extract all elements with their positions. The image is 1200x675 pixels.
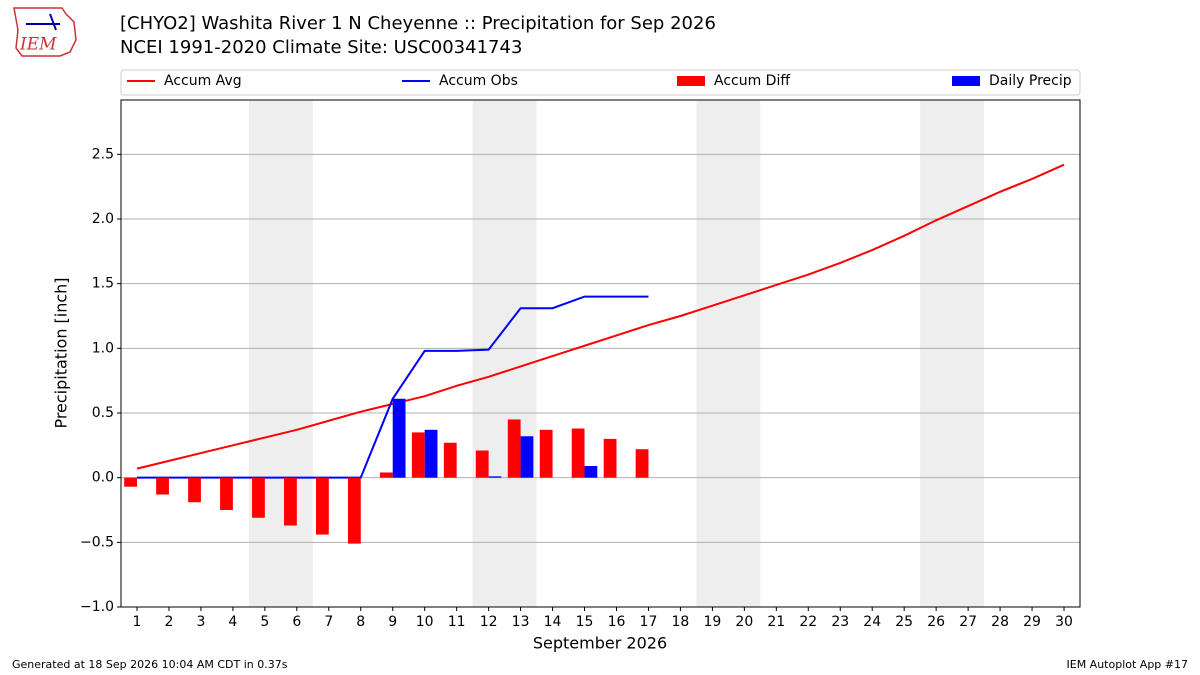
x-tick-label: 17	[640, 614, 658, 630]
x-tick-label: 7	[324, 614, 333, 630]
bar	[488, 476, 502, 478]
legend-label: Accum Avg	[164, 73, 242, 89]
legend-box	[120, 69, 1081, 96]
x-tick-label: 18	[672, 614, 690, 630]
plot-frame	[120, 99, 1081, 608]
weekend-shade	[248, 100, 313, 607]
footer-left: Generated at 18 Sep 2026 10:04 AM CDT in…	[12, 658, 288, 671]
x-tick-label: 28	[991, 614, 1009, 630]
x-tick-label: 19	[703, 614, 721, 630]
x-tick-label: 25	[895, 614, 913, 630]
y-tick-label: 2.0	[92, 211, 114, 227]
y-tick-label: −1.0	[80, 599, 114, 615]
x-tick-label: 15	[576, 614, 594, 630]
bar	[507, 419, 521, 478]
x-tick-label: 8	[356, 614, 365, 630]
bar	[584, 466, 598, 478]
bar	[635, 449, 649, 478]
x-tick-label: 13	[512, 614, 530, 630]
bar	[379, 472, 393, 478]
weekend-shade	[696, 100, 761, 607]
logo-text: IEM	[19, 35, 57, 55]
x-tick-label: 16	[608, 614, 626, 630]
bar	[252, 477, 265, 518]
footer-right: IEM Autoplot App #17	[1067, 658, 1189, 671]
y-axis-label: Precipitation [inch]	[52, 277, 71, 428]
logo-outline	[13, 7, 77, 57]
bar	[520, 436, 534, 478]
bar	[315, 477, 329, 535]
y-tick-label: −0.5	[80, 534, 114, 550]
x-tick-label: 10	[416, 614, 434, 630]
x-tick-label: 4	[228, 614, 237, 630]
legend-label: Daily Precip	[989, 73, 1072, 89]
bar	[392, 398, 406, 478]
bar	[347, 477, 361, 544]
x-tick-label: 21	[767, 614, 785, 630]
logo: IEM	[13, 7, 77, 57]
x-tick-label: 24	[863, 614, 881, 630]
y-tick-label: 2.5	[92, 146, 114, 162]
weekend-shade	[472, 100, 537, 607]
legend-label: Accum Diff	[714, 73, 790, 89]
x-tick-label: 23	[831, 614, 849, 630]
legend-patch	[952, 76, 980, 86]
chart-title: [CHYO2] Washita River 1 N Cheyenne :: Pr…	[120, 13, 716, 34]
x-tick-label: 30	[1055, 614, 1073, 630]
x-tick-label: 5	[260, 614, 269, 630]
x-tick-label: 14	[544, 614, 562, 630]
bar	[284, 477, 297, 526]
y-tick-label: 1.5	[92, 276, 114, 292]
x-tick-label: 3	[196, 614, 205, 630]
x-tick-label: 6	[292, 614, 301, 630]
bar	[475, 450, 489, 478]
bar	[571, 428, 585, 478]
bar	[603, 438, 617, 478]
x-tick-label: 9	[388, 614, 397, 630]
x-tick-label: 26	[927, 614, 945, 630]
x-tick-label: 22	[799, 614, 817, 630]
legend-patch	[677, 76, 705, 86]
y-tick-label: 0.0	[92, 470, 114, 486]
weekend-shade	[920, 100, 985, 607]
chart-subtitle: NCEI 1991-2020 Climate Site: USC00341743	[120, 37, 522, 58]
x-tick-label: 20	[735, 614, 753, 630]
bar	[156, 477, 169, 495]
x-tick-label: 27	[959, 614, 977, 630]
x-tick-label: 12	[480, 614, 498, 630]
bar	[424, 429, 438, 478]
logo-line	[49, 13, 57, 31]
x-tick-label: 11	[448, 614, 466, 630]
bar	[443, 442, 457, 478]
bar	[220, 477, 233, 510]
bar	[411, 432, 425, 478]
x-tick-label: 29	[1023, 614, 1041, 630]
bar	[124, 477, 137, 487]
y-tick-label: 1.0	[92, 340, 114, 356]
bar	[539, 429, 553, 478]
x-tick-label: 2	[164, 614, 173, 630]
y-tick-label: 0.5	[92, 405, 114, 421]
x-tick-label: 1	[133, 614, 142, 630]
legend-label: Accum Obs	[439, 73, 518, 89]
line-series	[136, 163, 1065, 470]
x-axis-label: September 2026	[533, 634, 667, 653]
bar	[188, 477, 201, 503]
